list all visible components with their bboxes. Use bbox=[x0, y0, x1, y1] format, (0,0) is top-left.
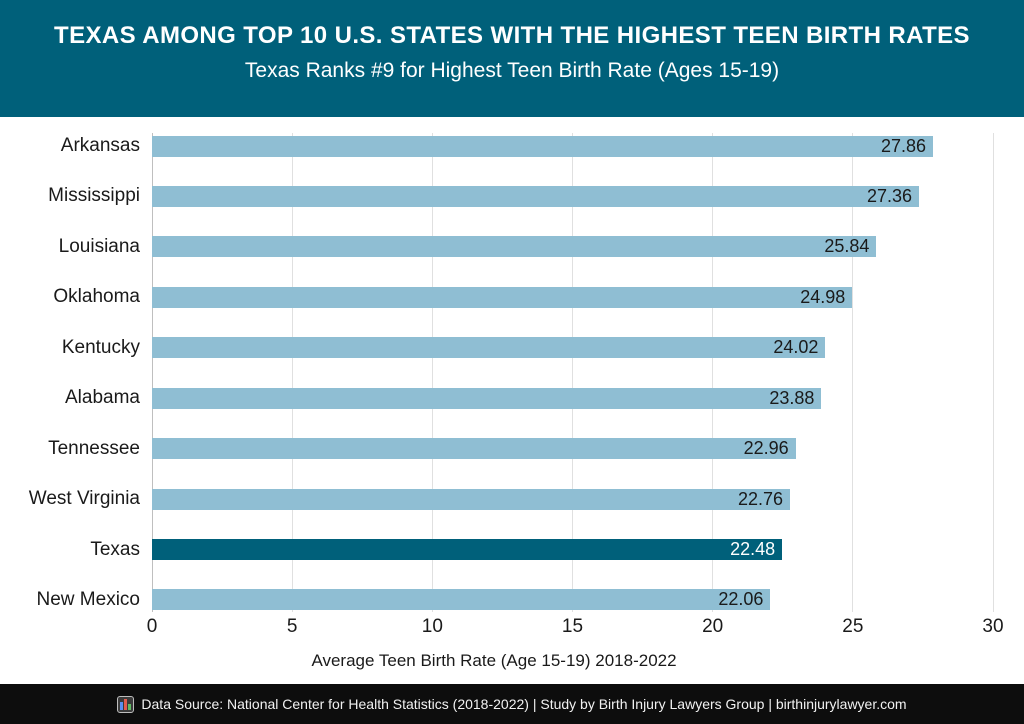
x-tick-label: 15 bbox=[561, 616, 584, 637]
gridline bbox=[852, 133, 854, 612]
bar-chart-icon bbox=[117, 695, 135, 713]
bar: 25.84 bbox=[152, 236, 877, 258]
bar-value-label: 24.02 bbox=[773, 337, 819, 358]
chart-subtitle: Texas Ranks #9 for Highest Teen Birth Ra… bbox=[244, 59, 780, 82]
bar: 23.88 bbox=[152, 387, 822, 409]
x-tick-label: 30 bbox=[982, 616, 1004, 637]
gridline bbox=[572, 133, 573, 612]
bar-value-label: 27.36 bbox=[866, 185, 912, 206]
bar: 24.02 bbox=[152, 337, 826, 359]
gridline bbox=[992, 133, 994, 612]
bar: 27.36 bbox=[152, 185, 919, 207]
x-axis-label: Average Teen Birth Rate (Age 15-19) 2018… bbox=[311, 651, 677, 670]
bar: 24.98 bbox=[152, 286, 853, 308]
x-tick-label: 25 bbox=[842, 616, 864, 637]
x-tick-label: 0 bbox=[146, 616, 158, 637]
chart-title: TEXAS AMONG TOP 10 U.S. STATES WITH THE … bbox=[54, 22, 970, 49]
gridline bbox=[291, 133, 293, 612]
category-label: Texas bbox=[90, 538, 140, 560]
category-label: Arkansas bbox=[60, 135, 140, 156]
bar-value-label: 22.76 bbox=[737, 488, 784, 509]
category-label: West Virginia bbox=[28, 488, 140, 510]
category-label: Kentucky bbox=[61, 336, 140, 358]
gridline bbox=[712, 133, 714, 612]
category-label: Oklahoma bbox=[53, 286, 140, 308]
bar-value-label: 22.96 bbox=[743, 438, 789, 459]
x-tick-label: 5 bbox=[286, 616, 298, 637]
gridline bbox=[431, 133, 433, 612]
category-label: Alabama bbox=[65, 387, 140, 409]
y-axis-line bbox=[151, 133, 153, 612]
bar-highlighted: 22.48 bbox=[152, 539, 783, 561]
bar-value-label: 23.88 bbox=[769, 387, 815, 408]
x-tick-label: 20 bbox=[702, 616, 724, 637]
category-label: Mississippi bbox=[48, 185, 140, 207]
x-tick-label: 10 bbox=[421, 616, 443, 637]
bar-value-label: 22.06 bbox=[718, 589, 764, 610]
bar-value-label: 25.84 bbox=[824, 236, 870, 257]
footer-bar: Data Source: National Center for Health … bbox=[0, 684, 1024, 724]
bar: 22.06 bbox=[152, 589, 771, 611]
footer-text: Data Source: National Center for Health … bbox=[141, 696, 907, 712]
category-label: Louisiana bbox=[58, 235, 140, 257]
header-banner: TEXAS AMONG TOP 10 U.S. STATES WITH THE … bbox=[0, 0, 1024, 117]
category-label: New Mexico bbox=[36, 588, 140, 610]
bar-value-label: 27.86 bbox=[880, 135, 926, 156]
bar: 27.86 bbox=[152, 135, 933, 157]
bar: 22.76 bbox=[152, 488, 791, 510]
category-label: Tennessee bbox=[48, 437, 140, 459]
bar-chart: Arkansas 27.86 Mississippi 27.36 Louisiana 25… bbox=[0, 117, 1024, 684]
bar-value-label: 24.98 bbox=[800, 286, 846, 307]
bar-value-label: 22.48 bbox=[730, 539, 776, 560]
bar: 22.96 bbox=[152, 438, 796, 460]
